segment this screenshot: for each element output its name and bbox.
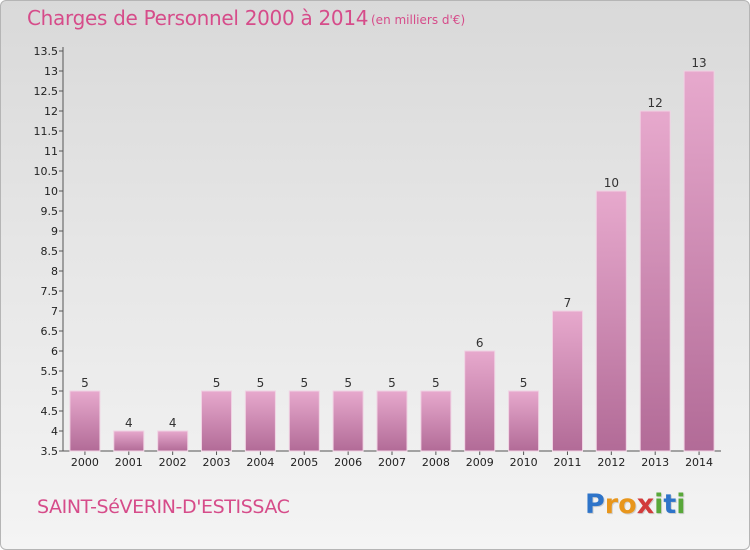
bar-2014 bbox=[683, 70, 715, 452]
data-label: 5 bbox=[81, 376, 89, 390]
bar-2003 bbox=[201, 390, 232, 452]
y-tick-label: 9 bbox=[51, 225, 58, 238]
data-label: 5 bbox=[388, 376, 396, 390]
logo-letter: i bbox=[676, 489, 686, 520]
x-tick-label: 2008 bbox=[422, 456, 450, 469]
bar-2001 bbox=[113, 430, 145, 452]
bar-2004 bbox=[244, 390, 276, 452]
bar-layer bbox=[69, 70, 715, 452]
bar-2012 bbox=[595, 190, 627, 452]
y-tick-label: 7 bbox=[51, 305, 58, 318]
bar-2010 bbox=[508, 390, 540, 452]
bar-2011 bbox=[552, 310, 583, 452]
bar-2002 bbox=[157, 430, 189, 452]
data-label: 7 bbox=[564, 296, 572, 310]
y-tick-label: 11 bbox=[44, 145, 58, 158]
proxiti-logo: Proxiti bbox=[585, 489, 686, 520]
city-name: SAINT-SéVERIN-D'ESTISSAC bbox=[37, 496, 290, 518]
y-tick-label: 12.5 bbox=[34, 85, 59, 98]
x-tick-label: 2006 bbox=[334, 456, 362, 469]
bar-2008 bbox=[420, 390, 452, 452]
data-label: 5 bbox=[520, 376, 528, 390]
data-label: 5 bbox=[213, 376, 221, 390]
y-tick-label: 6.5 bbox=[41, 325, 59, 338]
data-label: 12 bbox=[648, 96, 663, 110]
logo-letter: P bbox=[585, 489, 605, 520]
x-tick-label: 2002 bbox=[159, 456, 187, 469]
y-tick-label: 6 bbox=[51, 345, 58, 358]
label-layer: 2000 5 2001 4 2002 4 2003 5 2004 5 2005 5 2006 5 2007 5… bbox=[71, 56, 713, 469]
x-tick-label: 2003 bbox=[203, 456, 231, 469]
y-tick-label: 4.5 bbox=[41, 405, 59, 418]
x-tick-label: 2004 bbox=[246, 456, 274, 469]
x-tick-label: 2012 bbox=[597, 456, 625, 469]
data-label: 5 bbox=[257, 376, 265, 390]
data-label: 4 bbox=[169, 416, 177, 430]
x-tick-label: 2001 bbox=[115, 456, 143, 469]
x-tick-label: 2014 bbox=[685, 456, 713, 469]
chart-subtitle: (en milliers d'€) bbox=[371, 13, 466, 27]
logo-letter: r bbox=[604, 489, 619, 520]
axis-layer: 3.5 4 4.5 5 5.5 6 6.5 7 7.5 8 8.5 9 9.5 10 10.5 11 11.5 1… bbox=[34, 45, 721, 458]
y-tick-label: 10.5 bbox=[34, 165, 59, 178]
y-tick-label: 9.5 bbox=[41, 205, 59, 218]
bar-2013 bbox=[639, 110, 671, 452]
y-tick-label: 8 bbox=[51, 265, 58, 278]
bar-2005 bbox=[288, 390, 320, 452]
y-tick-label: 13 bbox=[44, 65, 58, 78]
bar-2006 bbox=[332, 390, 364, 452]
logo-letter: x bbox=[636, 489, 655, 520]
logo-letter: t bbox=[663, 489, 677, 520]
data-label: 13 bbox=[691, 56, 706, 70]
y-tick-label: 12 bbox=[44, 105, 58, 118]
x-tick-label: 2005 bbox=[290, 456, 318, 469]
y-tick-label: 5.5 bbox=[41, 365, 59, 378]
y-tick-label: 7.5 bbox=[41, 285, 59, 298]
chart-title: Charges de Personnel 2000 à 2014 bbox=[27, 6, 369, 30]
data-label: 10 bbox=[604, 176, 619, 190]
y-tick-label: 10 bbox=[44, 185, 58, 198]
data-label: 5 bbox=[432, 376, 440, 390]
bar-2000 bbox=[69, 390, 101, 452]
x-tick-label: 2009 bbox=[466, 456, 494, 469]
bar-2007 bbox=[376, 390, 408, 452]
x-tick-label: 2007 bbox=[378, 456, 406, 469]
data-label: 6 bbox=[476, 336, 484, 350]
data-label: 4 bbox=[125, 416, 133, 430]
x-tick-label: 2011 bbox=[553, 456, 581, 469]
y-tick-label: 11.5 bbox=[34, 125, 59, 138]
bar-2009 bbox=[464, 350, 496, 452]
y-tick-label: 5 bbox=[51, 385, 58, 398]
x-tick-label: 2010 bbox=[510, 456, 538, 469]
x-tick-label: 2013 bbox=[641, 456, 669, 469]
y-tick-label: 3.5 bbox=[41, 445, 59, 458]
logo-letter: o bbox=[618, 489, 637, 520]
data-label: 5 bbox=[344, 376, 352, 390]
data-label: 5 bbox=[300, 376, 308, 390]
y-tick-label: 13.5 bbox=[34, 45, 59, 58]
logo-letter: i bbox=[654, 489, 664, 520]
x-tick-label: 2000 bbox=[71, 456, 99, 469]
y-tick-label: 8.5 bbox=[41, 245, 59, 258]
y-tick-label: 4 bbox=[51, 425, 58, 438]
